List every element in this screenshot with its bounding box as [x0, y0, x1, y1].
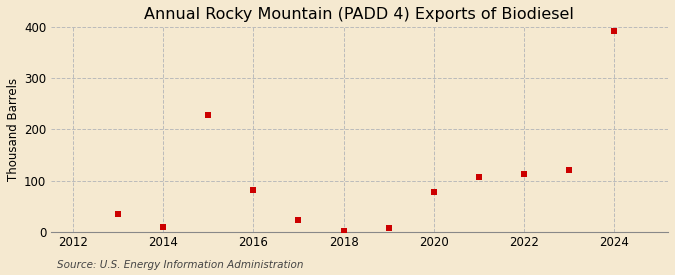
Point	[293, 218, 304, 222]
Text: Source: U.S. Energy Information Administration: Source: U.S. Energy Information Administ…	[57, 260, 304, 270]
Point	[158, 224, 169, 229]
Point	[383, 226, 394, 230]
Point	[248, 188, 259, 192]
Point	[113, 211, 124, 216]
Point	[564, 168, 574, 172]
Point	[609, 29, 620, 33]
Point	[203, 113, 214, 117]
Point	[338, 229, 349, 233]
Title: Annual Rocky Mountain (PADD 4) Exports of Biodiesel: Annual Rocky Mountain (PADD 4) Exports o…	[144, 7, 574, 22]
Point	[428, 190, 439, 194]
Point	[518, 172, 529, 176]
Y-axis label: Thousand Barrels: Thousand Barrels	[7, 78, 20, 181]
Point	[473, 175, 484, 179]
